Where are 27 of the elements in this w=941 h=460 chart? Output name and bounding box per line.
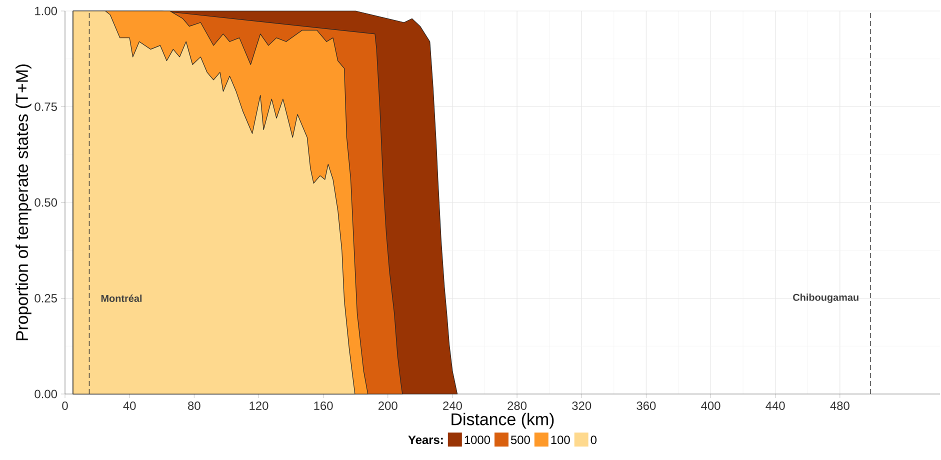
- y-axis-title: Proportion of temperate states (T+M): [16, 64, 32, 340]
- y-tick-label: 0.75: [34, 102, 57, 111]
- x-tick-label: 160: [314, 402, 333, 410]
- legend-label: 1000: [464, 436, 490, 444]
- y-tick-label: 1.00: [35, 6, 58, 16]
- x-tick-label: 400: [701, 402, 720, 410]
- ref-line-label: Chibougamau: [793, 294, 858, 303]
- x-tick-label: 120: [250, 402, 268, 410]
- x-tick-label: 360: [636, 402, 656, 410]
- x-tick-label: 240: [443, 402, 462, 410]
- legend-label: 100: [551, 436, 570, 444]
- x-tick-label: 80: [188, 402, 200, 410]
- x-tick-label: 0: [62, 402, 68, 410]
- x-tick-label: 320: [572, 402, 592, 410]
- ref-line-label: Montréal: [101, 294, 142, 302]
- x-tick-label: 280: [508, 402, 527, 410]
- x-tick-label: 40: [123, 402, 136, 410]
- legend-title: Years:: [408, 436, 443, 444]
- x-tick-label: 480: [830, 402, 850, 410]
- y-tick-label: 0.00: [34, 390, 58, 398]
- x-tick-label: 440: [766, 402, 785, 410]
- legend-label: 0: [590, 436, 597, 444]
- x-axis-title: Distance (km): [452, 412, 554, 429]
- y-tick-label: 0.50: [34, 198, 58, 207]
- legend-label: 500: [510, 436, 530, 444]
- x-tick-label: 200: [378, 402, 398, 410]
- y-tick-label: 0.25: [34, 294, 57, 302]
